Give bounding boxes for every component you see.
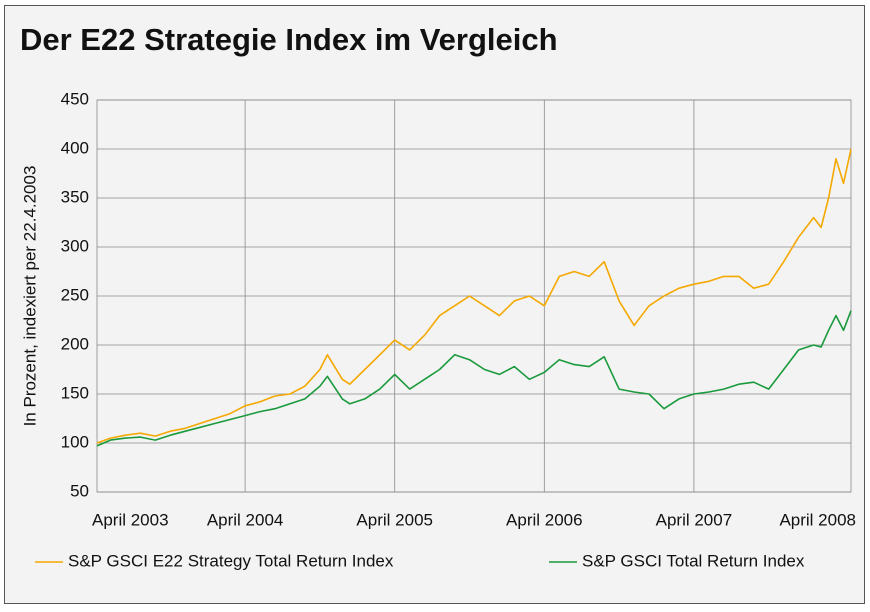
y-tick-label: 250 [61,285,89,304]
chart-title: Der E22 Strategie Index im Vergleich [20,22,558,57]
y-axis-title: In Prozent, indexiert per 22.4.2003 [20,166,39,427]
y-tick-label: 300 [61,236,89,255]
legend-label: S&P GSCI Total Return Index [582,551,805,570]
series-line [96,310,852,447]
x-tick-label: April 2005 [356,510,433,529]
y-tick-label: 100 [61,432,89,451]
y-tick-label: 50 [70,481,89,500]
y-tick-label: 150 [61,383,89,402]
series-line [96,148,852,444]
y-tick-label: 450 [61,89,89,108]
y-tick-label: 350 [61,187,89,206]
y-tick-label: 200 [61,334,89,353]
x-tick-label: April 2008 [779,510,856,529]
frame [4,5,865,604]
x-tick-label: April 2004 [207,510,284,529]
y-tick-label: 400 [61,138,89,157]
x-tick-label: April 2007 [656,510,733,529]
x-tick-label: April 2003 [92,510,169,529]
x-tick-label: April 2006 [506,510,583,529]
legend-label: S&P GSCI E22 Strategy Total Return Index [68,551,394,570]
